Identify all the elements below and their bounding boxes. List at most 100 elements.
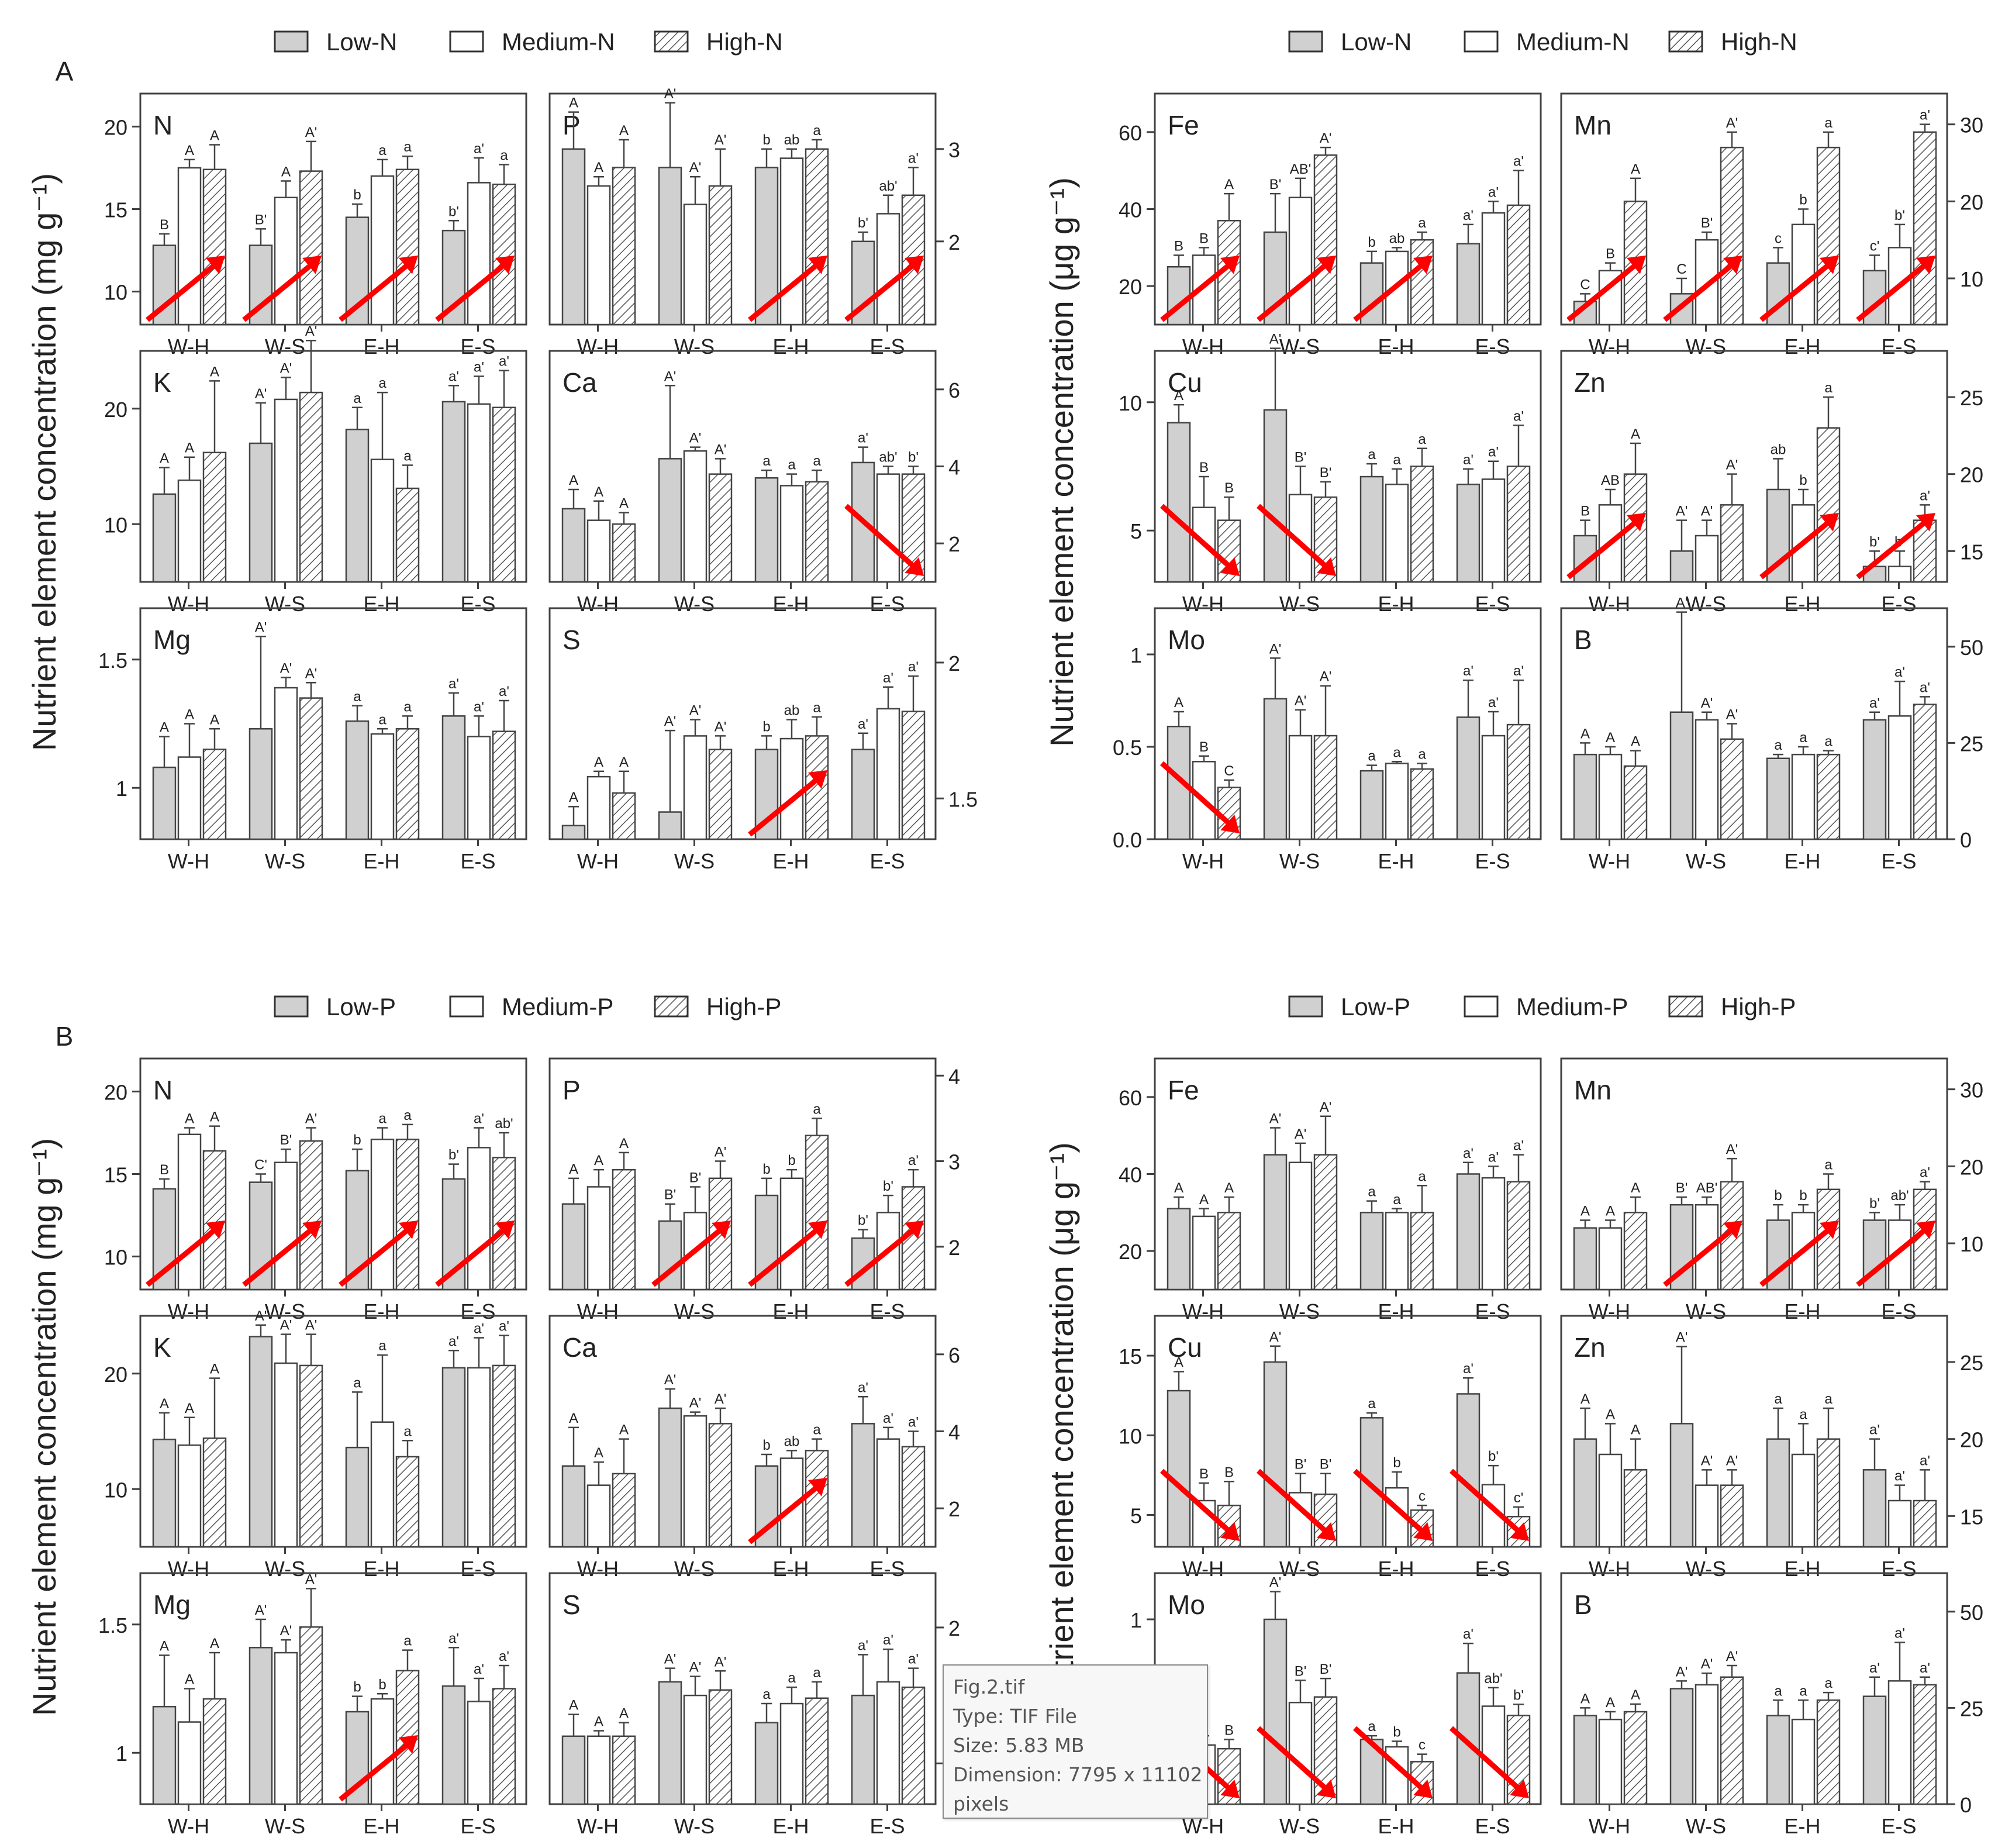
bar <box>1598 753 1623 840</box>
panel-P: P 2 3 4 A A A W-H B' B' A' W-S b b a E-H b' b' a' E-S <box>548 1057 960 1323</box>
trend-arrowhead <box>205 256 225 274</box>
significance-letter: A <box>569 473 578 488</box>
significance-letter: B' <box>1320 1457 1332 1473</box>
significance-letter: a <box>1799 1683 1807 1699</box>
significance-letter: b' <box>858 1213 868 1229</box>
x-tick-label: E-S <box>869 1299 905 1323</box>
bar <box>683 735 708 840</box>
significance-letter: a' <box>1920 1660 1930 1676</box>
significance-letter: a' <box>499 684 509 699</box>
bar <box>249 1647 273 1805</box>
significance-letter: a' <box>1463 208 1473 223</box>
bar <box>851 749 875 840</box>
significance-letter: A <box>185 440 194 456</box>
panel-title: P <box>562 1075 581 1105</box>
x-tick-label: W-S <box>1279 1557 1320 1581</box>
significance-letter: a <box>1824 380 1833 396</box>
y-tick-label: 20 <box>104 1363 127 1387</box>
bar <box>1669 550 1694 583</box>
bar <box>1623 765 1648 840</box>
x-tick-label: W-S <box>1686 1814 1726 1838</box>
bar <box>708 185 733 326</box>
significance-letter: a' <box>1463 1361 1473 1377</box>
y-tick-label: 40 <box>1119 198 1142 222</box>
x-tick-label: W-S <box>674 1814 715 1838</box>
legend-label: Medium-P <box>502 993 613 1020</box>
panel-title: S <box>562 625 581 655</box>
y-tick-label: 25 <box>1960 732 1983 756</box>
panel-title: Fe <box>1168 110 1199 140</box>
bar <box>805 481 829 583</box>
trend-arrow <box>1159 761 1237 831</box>
section-A: A Low-N Medium-N High-N Nutrient element con… <box>26 28 1983 873</box>
bar <box>202 168 227 326</box>
trend-arrowhead <box>807 256 827 274</box>
legend-label: High-N <box>1721 28 1797 56</box>
panel-title: K <box>153 1332 171 1363</box>
significance-letter: ab' <box>879 450 897 466</box>
significance-letter: A' <box>664 713 677 729</box>
panel-frame <box>548 1057 937 1291</box>
significance-letter: A <box>210 364 219 380</box>
trend-arrow <box>1566 258 1643 322</box>
x-tick-label: E-S <box>869 849 905 873</box>
trend-arrow <box>844 504 922 574</box>
significance-letter: A' <box>1269 1575 1282 1591</box>
y-tick-label: 20 <box>1960 1155 1983 1179</box>
bar <box>1720 504 1744 583</box>
significance-letter: A <box>1199 1192 1209 1208</box>
significance-letter: a <box>378 143 386 158</box>
y-tick-label: 50 <box>1960 636 1983 660</box>
significance-letter: A' <box>1726 1453 1738 1468</box>
bar <box>1791 223 1816 326</box>
significance-letter: b' <box>1869 1195 1880 1211</box>
significance-letter: a' <box>858 430 868 446</box>
bar <box>612 523 636 583</box>
panel-title: N <box>153 110 172 140</box>
bar <box>1456 1672 1481 1805</box>
panel-frame <box>1154 1315 1542 1548</box>
significance-letter: b <box>762 719 770 735</box>
significance-letter: a' <box>1920 108 1930 123</box>
significance-letter: b <box>1799 192 1807 208</box>
x-tick-label: W-S <box>265 592 305 616</box>
x-tick-label: E-S <box>1475 849 1510 873</box>
bar <box>1573 753 1597 840</box>
significance-letter: a <box>1824 115 1833 131</box>
significance-letter: B <box>160 217 169 233</box>
bar <box>1359 1212 1384 1291</box>
significance-letter: a <box>1418 746 1426 762</box>
significance-letter: a <box>813 1665 821 1681</box>
bar <box>1288 196 1313 326</box>
panel-Mn: Mn 10 20 30 A A A W-H B' AB' A' W-S b b a E-H b' ab' a' E-S <box>1560 1057 1983 1323</box>
significance-letter: A <box>1631 734 1640 750</box>
significance-letter: A' <box>689 430 702 446</box>
bar <box>1862 1695 1887 1805</box>
y-tick-label: 3 <box>948 138 960 162</box>
significance-letter: c <box>1775 230 1782 246</box>
trend-arrow <box>1160 258 1237 322</box>
significance-letter: b <box>788 1153 795 1168</box>
x-tick-label: W-H <box>168 1814 209 1838</box>
x-tick-label: E-S <box>1475 1814 1510 1838</box>
trend-arrowhead <box>1510 1522 1529 1541</box>
bar <box>754 477 779 583</box>
significance-letter: A <box>619 496 629 512</box>
panel-title: B <box>1574 1590 1592 1620</box>
bar <box>779 485 804 583</box>
panel-title: Mo <box>1168 1590 1205 1620</box>
significance-letter: B <box>1580 504 1590 519</box>
x-tick-label: W-H <box>1182 335 1224 358</box>
significance-letter: B' <box>1269 177 1282 192</box>
significance-letter: A <box>210 127 219 143</box>
bar <box>1192 1215 1216 1291</box>
bar <box>1695 535 1719 583</box>
panel-title: S <box>562 1590 581 1620</box>
trend-arrow <box>146 1223 222 1287</box>
bar <box>152 1439 177 1548</box>
legend-label: Low-P <box>326 993 396 1020</box>
significance-letter: a <box>378 375 386 391</box>
y-tick-label: 10 <box>104 1246 127 1270</box>
legend-label: Medium-N <box>1516 28 1630 56</box>
